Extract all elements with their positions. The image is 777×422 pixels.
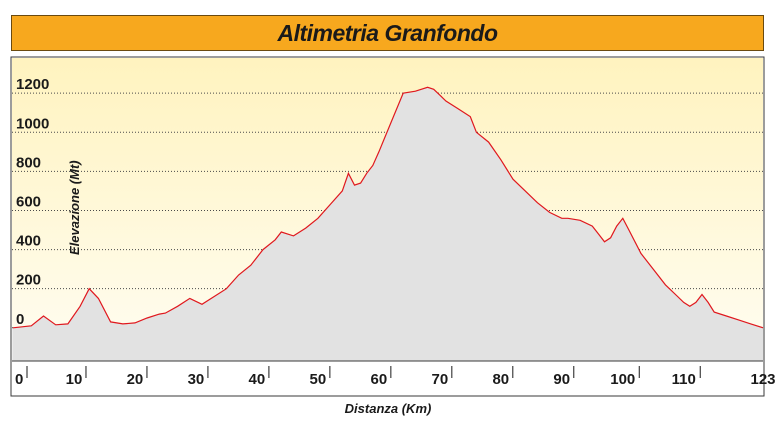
x-tick-label: 20 [127,371,144,388]
x-tick-label: 0 [15,371,23,388]
y-tick-label: 1200 [16,76,49,93]
x-axis-label: Distanza (Km) [345,401,432,416]
x-tick-label: 90 [553,371,570,388]
x-tick-label: 123 [750,371,775,388]
y-axis-ticks: 0 200 400 600 800 1000 1200 [16,76,49,328]
x-tick-label: 10 [66,371,83,388]
x-tick-label: 30 [188,371,205,388]
x-tick-label: 50 [310,371,327,388]
elevation-line [12,86,764,329]
y-tick-label: 600 [16,193,41,210]
y-tick-label: 1000 [16,115,49,132]
x-axis-strip [12,362,763,395]
x-tick-label: 60 [371,371,388,388]
y-tick-label: 200 [16,272,41,289]
x-tick-label: 100 [610,371,635,388]
elevation-area [13,87,763,362]
y-tick-label: 800 [16,154,41,171]
chart-title: Altimetria Granfondo [277,19,498,46]
y-axis-label: Elevazione (Mt) [67,160,82,255]
chart-title-bar: Altimetria Granfondo [11,15,764,51]
x-tick-label: 110 [672,371,696,388]
y-tick-label: 400 [16,233,41,250]
x-tick-label: 80 [492,371,509,388]
y-tick-label: 0 [16,311,24,328]
x-axis-ticks: 0 10 20 30 40 50 60 70 80 90 100 110 123 [15,366,776,388]
x-tick-label: 70 [431,371,448,388]
x-tick-label: 40 [249,371,266,388]
